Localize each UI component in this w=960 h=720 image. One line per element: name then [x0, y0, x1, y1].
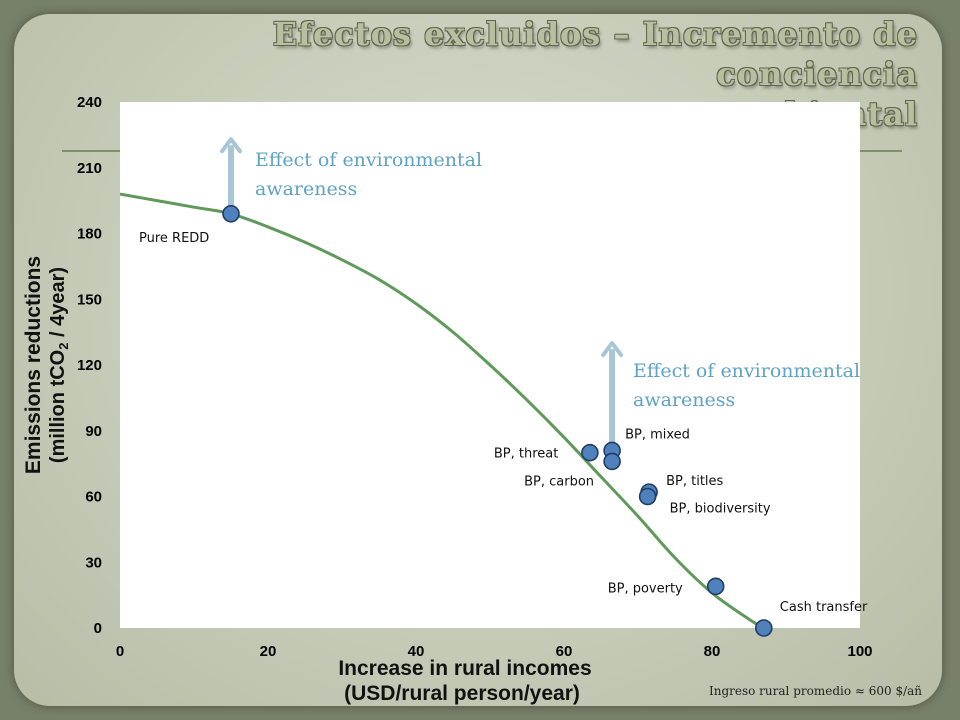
y-tick-label: 0 — [94, 620, 102, 637]
y-tick-label: 30 — [85, 554, 102, 571]
y-tick-label: 150 — [77, 291, 102, 308]
x-axis-title-line2: (USD/rural person/year) — [344, 682, 580, 705]
annotation-text-line1: Effect of environmental — [633, 360, 860, 382]
slide-title-line1: Efectos excluidos – Incremento de concie… — [272, 15, 918, 93]
data-point-label: BP, poverty — [608, 581, 683, 596]
y-tick-label: 210 — [77, 160, 102, 177]
data-points: Pure REDD BP, threat BP, mixed BP, carbon BP… — [139, 204, 868, 637]
data-point-label: BP, threat — [494, 447, 558, 462]
data-point — [754, 619, 773, 637]
x-tick-label: 20 — [260, 643, 277, 660]
y-axis-title-post: / 4year) — [47, 267, 69, 343]
y-tick-label: 60 — [85, 489, 102, 506]
data-point-label: BP, biodiversity — [670, 502, 771, 517]
y-tick-label: 240 — [77, 94, 102, 111]
data-point — [581, 443, 599, 462]
annotation-arrow-head — [601, 341, 624, 358]
x-tick-label: 0 — [116, 643, 124, 660]
frontier-curve — [119, 192, 765, 630]
x-tick-label: 80 — [704, 643, 721, 660]
data-point-label: BP, mixed — [625, 427, 690, 442]
data-point — [638, 487, 657, 506]
x-axis-title-line1: Increase in rural incomes — [338, 657, 591, 680]
footnote: Ingreso rural promedio ≈ 600 $/añ — [709, 684, 923, 698]
y-tick-label: 180 — [77, 226, 102, 243]
y-axis-title-pre: (million tCO — [47, 350, 69, 463]
y-tick-label: 90 — [85, 423, 102, 440]
annotation-arrow-head — [220, 137, 242, 154]
annotation-text-line2: awareness — [633, 389, 735, 411]
annotation-arrows: Effect of environmental awareness Effect o… — [220, 137, 860, 449]
data-point-label: Pure REDD — [139, 231, 209, 246]
y-tick-label: 120 — [77, 357, 102, 374]
data-point — [603, 452, 621, 471]
x-tick-label: 100 — [847, 643, 872, 660]
y-axis-title-line2: (million tCO2 / 4year) — [47, 267, 71, 463]
data-point-label: BP, carbon — [524, 474, 594, 489]
data-point-label: BP, titles — [666, 474, 723, 489]
data-point — [222, 204, 240, 223]
x-tick-label: 60 — [556, 643, 573, 660]
annotation-text-line2: awareness — [255, 178, 357, 200]
y-axis-title-line1: Emissions reductions — [22, 256, 45, 474]
data-point — [706, 577, 725, 596]
y-axis-title-sub: 2 — [56, 343, 71, 350]
data-point-label: Cash transfer — [780, 600, 868, 615]
tick-labels: 0 20 40 60 80 100 0 30 60 90 120 150 180 210 240 — [77, 94, 873, 660]
x-tick-label: 40 — [408, 643, 425, 660]
annotation-text-line1: Effect of environmental — [255, 149, 482, 171]
